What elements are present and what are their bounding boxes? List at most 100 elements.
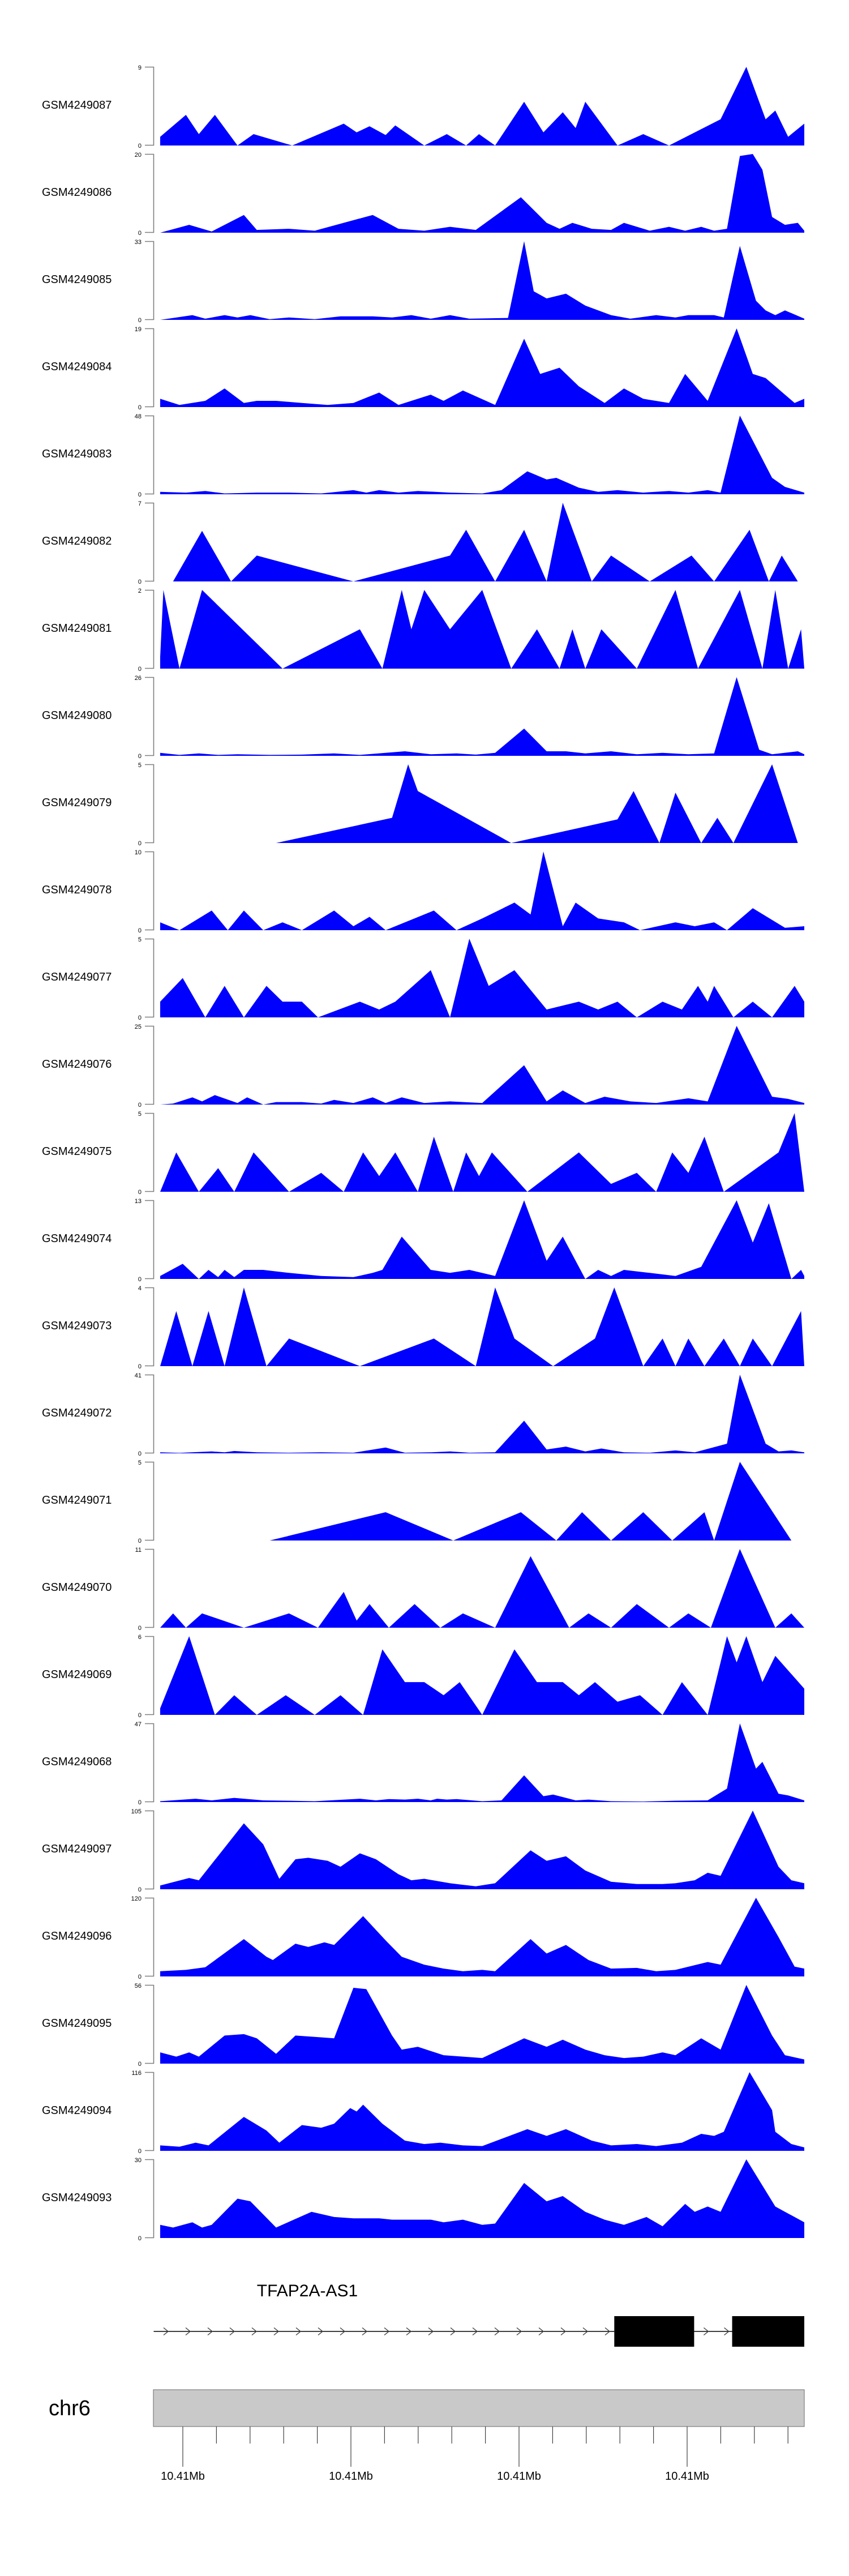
y-axis-bracket <box>145 938 155 1018</box>
coverage-track-row: GSM4249094 116 0 <box>42 2070 804 2155</box>
coverage-area-polygon <box>160 939 804 1017</box>
y-axis-zero-label: 0 <box>138 1015 142 1021</box>
y-axis-max-label: 19 <box>135 326 142 333</box>
coverage-track-row: GSM4249086 20 0 <box>42 152 804 237</box>
coverage-area-polygon <box>160 1549 804 1628</box>
strand-arrow-icon <box>340 2327 346 2336</box>
y-axis-zero-label: 0 <box>138 1276 142 1283</box>
chromosome-ruler-track: 10.41Mb 10.41Mb 10.41Mb 10.41Mb <box>153 2389 805 2483</box>
y-axis-max-label: 120 <box>131 1895 142 1902</box>
y-axis-max-label: 33 <box>135 239 142 246</box>
y-axis-bracket <box>145 153 155 233</box>
y-axis-bracket <box>145 2072 155 2151</box>
coverage-area-polygon <box>160 1898 804 1976</box>
y-axis-zero-label: 0 <box>138 1886 142 1893</box>
y-axis-bracket <box>145 677 155 756</box>
strand-arrow-icon <box>538 2327 544 2336</box>
y-axis-zero-label: 0 <box>138 317 142 324</box>
coverage-track-row: GSM4249087 9 0 <box>42 65 804 149</box>
coverage-area-polygon <box>160 1026 804 1105</box>
strand-arrow-icon <box>582 2327 589 2336</box>
track-sample-label: GSM4249094 <box>42 2104 112 2117</box>
y-axis-bracket <box>145 589 155 669</box>
y-axis-bracket <box>145 764 155 844</box>
track-sample-label: GSM4249095 <box>42 2017 112 2030</box>
coverage-area-polygon <box>160 1287 804 1366</box>
coverage-area-polygon <box>160 416 804 494</box>
y-axis-bracket <box>145 1636 155 1715</box>
y-axis-zero-label: 0 <box>138 1363 142 1370</box>
track-sample-label: GSM4249093 <box>42 2192 112 2204</box>
exon-box <box>732 2316 804 2347</box>
coverage-track-row: GSM4249072 41 0 <box>42 1372 804 1457</box>
y-axis-bracket <box>145 1548 155 1628</box>
y-axis-max-label: 5 <box>138 1111 142 1118</box>
chromosome-label: chr6 <box>49 2397 91 2420</box>
strand-arrow-icon <box>229 2327 235 2336</box>
y-axis-max-label: 11 <box>135 1547 142 1554</box>
strand-arrow-icon <box>185 2327 191 2336</box>
ruler-coordinate-label: 10.41Mb <box>161 2470 205 2483</box>
coverage-track-row: GSM4249076 25 0 <box>42 1024 804 1109</box>
strand-arrow-icon <box>362 2327 368 2336</box>
y-axis-max-label: 6 <box>138 1634 142 1641</box>
y-axis-zero-label: 0 <box>138 840 142 847</box>
strand-arrow-icon <box>516 2327 522 2336</box>
y-axis-zero-label: 0 <box>138 1974 142 1980</box>
y-axis-max-label: 48 <box>135 413 142 420</box>
y-axis-zero-label: 0 <box>138 404 142 411</box>
y-axis-bracket <box>145 502 155 582</box>
y-axis-bracket <box>145 1287 155 1367</box>
track-sample-label: GSM4249087 <box>42 99 112 112</box>
y-axis-zero-label: 0 <box>138 1538 142 1544</box>
coverage-area-polygon <box>160 1462 804 1541</box>
coverage-track-row: GSM4249093 30 0 <box>42 2157 804 2242</box>
chromosome-ideogram-bar <box>153 2389 805 2427</box>
coverage-area-polygon <box>160 1985 804 2064</box>
coverage-area-polygon <box>160 2159 804 2238</box>
coverage-area-polygon <box>160 590 804 669</box>
coverage-track-row: GSM4249097 105 0 <box>42 1808 804 1893</box>
y-axis-max-label: 41 <box>135 1372 142 1379</box>
y-axis-zero-label: 0 <box>138 2061 142 2068</box>
track-sample-label: GSM4249081 <box>42 622 112 635</box>
coverage-track-row: GSM4249079 5 0 <box>42 762 804 847</box>
y-axis-max-label: 30 <box>135 2157 142 2164</box>
strand-arrow-icon <box>318 2327 324 2336</box>
y-axis-zero-label: 0 <box>138 1189 142 1196</box>
coverage-track-row: GSM4249078 10 0 <box>42 849 804 934</box>
strand-arrow-icon <box>384 2327 390 2336</box>
coverage-track-row: GSM4249074 13 0 <box>42 1198 804 1283</box>
y-axis-zero-label: 0 <box>138 1799 142 1806</box>
exon-box <box>614 2316 694 2347</box>
strand-arrow-icon <box>560 2327 567 2336</box>
strand-arrow-icon <box>724 2327 730 2336</box>
gene-model-track <box>153 2316 804 2347</box>
coverage-area-polygon <box>160 241 804 320</box>
y-axis-bracket <box>145 1810 155 1890</box>
y-axis-zero-label: 0 <box>138 491 142 498</box>
coverage-area-polygon <box>160 677 804 756</box>
y-axis-max-label: 10 <box>135 849 142 856</box>
y-axis-max-label: 26 <box>135 675 142 682</box>
strand-arrow-icon <box>406 2327 412 2336</box>
track-sample-label: GSM4249085 <box>42 273 112 286</box>
strand-arrow-icon <box>207 2327 213 2336</box>
y-axis-bracket <box>145 1461 155 1541</box>
y-axis-zero-label: 0 <box>138 1712 142 1719</box>
strand-arrow-icon <box>428 2327 434 2336</box>
coverage-area-polygon <box>160 503 804 581</box>
track-sample-label: GSM4249076 <box>42 1058 112 1071</box>
y-axis-zero-label: 0 <box>138 1102 142 1109</box>
y-axis-zero-label: 0 <box>138 1625 142 1632</box>
y-axis-bracket <box>145 241 155 320</box>
y-axis-bracket <box>145 1025 155 1105</box>
coverage-area-polygon <box>160 1811 804 1889</box>
gene-name-label: TFAP2A-AS1 <box>257 2282 358 2300</box>
ruler-coordinate-label: 10.41Mb <box>329 2470 373 2483</box>
coverage-track-row: GSM4249084 19 0 <box>42 326 804 411</box>
y-axis-zero-label: 0 <box>138 1450 142 1457</box>
y-axis-max-label: 56 <box>135 1983 142 1989</box>
coverage-track-row: GSM4249077 5 0 <box>42 936 804 1021</box>
